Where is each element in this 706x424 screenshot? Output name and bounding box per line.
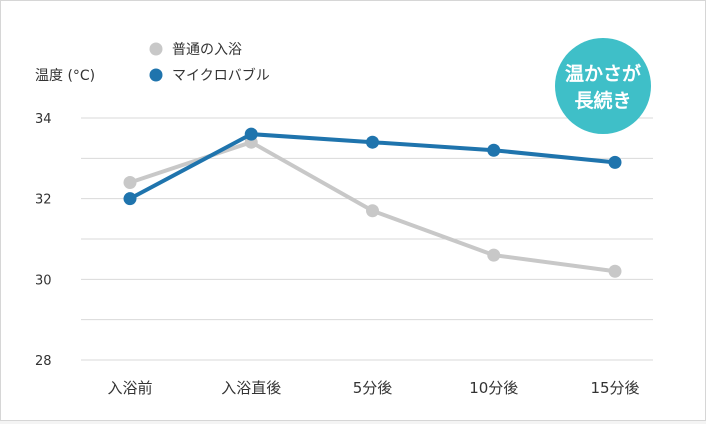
data-point [608, 264, 622, 278]
data-point [244, 127, 258, 141]
y-axis-label: 温度 (°C) [35, 68, 95, 84]
legend-label-micro-bubble: マイクロバブル [172, 67, 270, 84]
data-point [366, 135, 379, 149]
data-point [608, 155, 622, 169]
y-tick-label: 30 [35, 273, 52, 288]
data-point [487, 143, 501, 157]
data-point [366, 204, 379, 218]
badge: 温かさが 長続き [555, 38, 651, 134]
legend-marker-micro-bubble [149, 68, 163, 82]
x-tick-label: 10分後 [469, 379, 518, 397]
data-point [123, 176, 137, 190]
legend: 普通の入浴 マイクロバブル [149, 42, 270, 84]
badge-circle [555, 38, 651, 134]
badge-line-1: 温かさが [565, 62, 641, 85]
x-tick-label: 入浴前 [107, 379, 152, 397]
x-tick-label: 5分後 [353, 379, 393, 397]
data-point [123, 192, 137, 206]
y-tick-label: 32 [35, 193, 52, 208]
y-tick-label: 34 [35, 112, 52, 127]
legend-label-normal-bath: 普通の入浴 [172, 42, 242, 58]
x-tick-label: 入浴直後 [221, 379, 281, 397]
y-axis-ticks: 34 32 30 28 [35, 112, 52, 369]
x-axis-ticks: 入浴前 入浴直後 5分後 10分後 15分後 [107, 379, 639, 397]
legend-marker-normal-bath [149, 42, 163, 56]
badge-line-2: 長続き [574, 89, 631, 112]
y-tick-label: 28 [35, 354, 52, 369]
data-point [487, 248, 501, 262]
series [123, 127, 622, 278]
x-tick-label: 15分後 [590, 379, 639, 397]
series-micro-bubble [123, 127, 622, 206]
gridlines [81, 117, 653, 361]
